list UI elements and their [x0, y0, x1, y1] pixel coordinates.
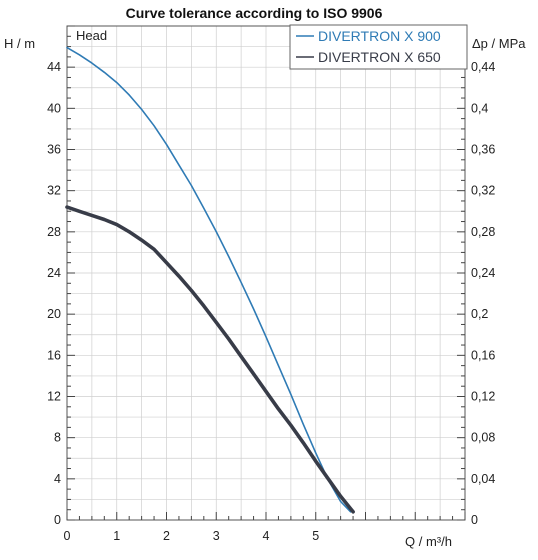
x-tick-label: 5 [312, 529, 319, 543]
y-axis-left-label: H / m [4, 36, 35, 51]
x-tick-label: 1 [113, 529, 120, 543]
y-left-tick-label: 0 [54, 513, 61, 527]
legend: DIVERTRON X 900 DIVERTRON X 650 [289, 24, 468, 70]
tick-labels: 0 1 2 3 4 504812162024283236404400,040,080,12… [47, 60, 495, 543]
y-right-tick-label: 0 [471, 513, 478, 527]
x-tick-label: 2 [163, 529, 170, 543]
y-right-tick-label: 0,4 [471, 101, 488, 115]
y-axis-right-label: Δp / MPa [472, 36, 526, 51]
y-left-tick-label: 36 [47, 143, 61, 157]
y-right-tick-label: 0,44 [471, 60, 495, 74]
series-lines [65, 46, 355, 514]
legend-entry-series-1: DIVERTRON X 900 [318, 28, 441, 44]
y-right-tick-label: 0,16 [471, 348, 495, 362]
y-left-tick-label: 20 [47, 307, 61, 321]
grid [66, 25, 466, 521]
legend-box [289, 24, 468, 70]
ticks [66, 25, 466, 521]
y-left-tick-label: 16 [47, 348, 61, 362]
y-right-tick-label: 0,04 [471, 472, 495, 486]
y-left-tick-label: 12 [47, 390, 61, 404]
y-left-tick-label: 44 [47, 60, 61, 74]
series-line-1 [66, 46, 352, 513]
y-right-tick-label: 0,28 [471, 225, 495, 239]
y-left-tick-label: 8 [54, 431, 61, 445]
x-axis-label: Q / m³/h [405, 534, 452, 549]
x-tick-label: 0 [64, 529, 71, 543]
y-right-tick-label: 0,2 [471, 307, 488, 321]
y-right-tick-label: 0,12 [471, 390, 495, 404]
y-left-tick-label: 40 [47, 101, 61, 115]
y-left-tick-label: 24 [47, 266, 61, 280]
y-left-tick-label: 32 [47, 184, 61, 198]
y-right-tick-label: 0,32 [471, 184, 495, 198]
panel-label: Head [76, 28, 107, 43]
legend-entry-series-2: DIVERTRON X 650 [318, 49, 441, 65]
y-right-tick-label: 0,24 [471, 266, 495, 280]
chart-title: Curve tolerance according to ISO 9906 [126, 5, 383, 21]
y-right-tick-label: 0,36 [471, 143, 495, 157]
y-left-tick-label: 4 [54, 472, 61, 486]
x-tick-label: 4 [263, 529, 270, 543]
x-tick-label: 3 [213, 529, 220, 543]
series-line-2 [65, 205, 355, 514]
y-left-tick-label: 28 [47, 225, 61, 239]
y-right-tick-label: 0,08 [471, 431, 495, 445]
